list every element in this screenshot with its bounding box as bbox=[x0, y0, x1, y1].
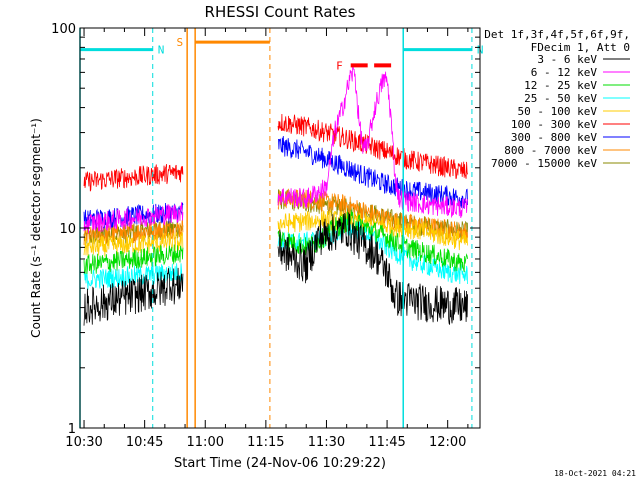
y-axis-label: Count Rate (s⁻¹ detector segment⁻¹) bbox=[29, 118, 43, 338]
legend-label-6: 100 - 300 keV bbox=[511, 118, 597, 131]
series-line-7-b bbox=[278, 135, 468, 209]
legend-label-9: 7000 - 15000 keV bbox=[491, 157, 597, 170]
legend-label-7: 300 - 800 keV bbox=[511, 131, 597, 144]
legend-header-0: Det 1f,3f,4f,5f,6f,9f, bbox=[484, 28, 630, 41]
y-tick-label-1: 10 bbox=[59, 222, 76, 237]
legend-label-2: 6 - 12 keV bbox=[531, 66, 598, 79]
legend-label-1: 3 - 6 keV bbox=[537, 53, 597, 66]
series-line-6-b bbox=[277, 113, 468, 179]
series-line-2-a bbox=[83, 202, 184, 234]
y-tick-label-0: 1 bbox=[68, 422, 76, 437]
annotations-group: N NSF bbox=[79, 28, 484, 428]
x-tick-label-2: 11:00 bbox=[187, 435, 224, 450]
legend-label-5: 50 - 100 keV bbox=[518, 105, 598, 118]
series-line-3-a bbox=[83, 244, 184, 275]
y-tick-label-2: 100 bbox=[51, 22, 76, 37]
period-label-0: N bbox=[158, 44, 165, 57]
legend-header-1: FDecim 1, Att 0 bbox=[531, 41, 630, 54]
x-tick-label-4: 11:30 bbox=[308, 435, 345, 450]
x-tick-label-6: 12:00 bbox=[429, 435, 466, 450]
ticks-group: 10:30 10:45 11:00 11:15 11:30 11:45 12:00 1 10 10… bbox=[51, 22, 480, 450]
flare-label: F bbox=[336, 59, 343, 72]
series-line-4-a bbox=[83, 263, 184, 290]
legend-label-3: 12 - 25 keV bbox=[524, 79, 597, 92]
series-line-1-a bbox=[83, 267, 184, 326]
series-line-2-b bbox=[277, 66, 468, 219]
legend-label-8: 800 - 7000 keV bbox=[504, 144, 597, 157]
series-group bbox=[83, 66, 468, 326]
series-line-8-b bbox=[277, 188, 468, 243]
period-label-2: S bbox=[177, 36, 184, 49]
footer-timestamp: 18-Oct-2021 04:21 bbox=[554, 469, 636, 478]
legend-label-4: 25 - 50 keV bbox=[524, 92, 597, 105]
series-line-1-b bbox=[277, 212, 468, 325]
x-tick-label-0: 10:30 bbox=[65, 435, 102, 450]
x-axis-label: Start Time (24-Nov-06 10:29:22) bbox=[174, 456, 386, 471]
x-tick-label-1: 10:45 bbox=[126, 435, 163, 450]
legend: Det 1f,3f,4f,5f,6f,9f,FDecim 1, Att 03 -… bbox=[484, 28, 630, 170]
x-tick-label-3: 11:15 bbox=[247, 435, 284, 450]
chart-title: RHESSI Count Rates bbox=[205, 3, 356, 21]
series-line-6-a bbox=[83, 164, 184, 192]
x-tick-label-5: 11:45 bbox=[368, 435, 405, 450]
